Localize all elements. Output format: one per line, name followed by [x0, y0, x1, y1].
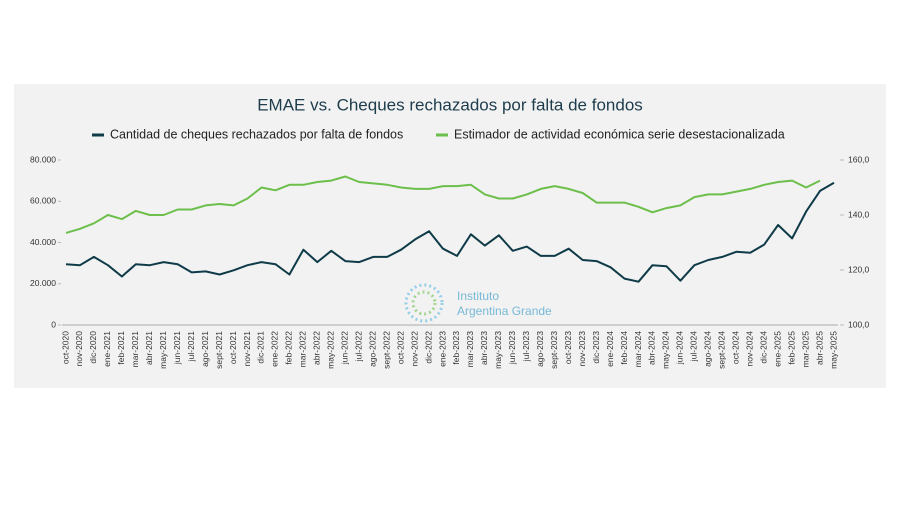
x-tick-label: oct-2020 [60, 331, 70, 364]
x-tick-label: sept-2024 [717, 331, 727, 369]
x-tick-label: jun-2024 [675, 331, 685, 365]
x-tick-label: abr-2025 [814, 331, 824, 365]
x-tick-label: ene-2021 [102, 331, 112, 367]
x-tick-label: may-2021 [158, 331, 168, 369]
series-line [65, 175, 821, 234]
watermark-icon [411, 290, 437, 316]
watermark-text: Argentina Grande [457, 304, 552, 318]
x-tick-label: ago-2021 [200, 331, 210, 367]
x-tick-label: ago-2022 [367, 331, 377, 367]
x-tick-label: dic-2023 [591, 331, 601, 364]
y2-tick-label: 120,0 [848, 264, 870, 274]
y2-tick-label: 100,0 [848, 319, 870, 329]
x-tick-label: feb-2021 [116, 331, 126, 365]
y-tick-label: 0 [51, 319, 56, 329]
x-tick-label: oct-2024 [731, 331, 741, 364]
x-tick-label: sept-2021 [214, 331, 224, 369]
watermark-text: Instituto [457, 289, 499, 303]
y-tick-label: 80.000 [30, 154, 56, 164]
x-tick-label: mar-2022 [298, 331, 308, 368]
y2-tick-label: 160,0 [848, 154, 870, 164]
x-tick-label: nov-2022 [409, 331, 419, 367]
x-tick-label: abr-2021 [144, 331, 154, 365]
x-tick-label: oct-2023 [563, 331, 573, 364]
x-tick-label: feb-2023 [451, 331, 461, 365]
x-tick-label: jul-2021 [186, 331, 196, 363]
x-tick-label: dic-2022 [423, 331, 433, 364]
chart-title: EMAE vs. Cheques rechazados por falta de… [257, 95, 643, 114]
x-tick-label: sept-2022 [381, 331, 391, 369]
x-tick-label: feb-2024 [619, 331, 629, 365]
x-tick-label: ago-2023 [535, 331, 545, 367]
x-tick-label: oct-2021 [228, 331, 238, 364]
x-tick-label: may-2023 [493, 331, 503, 369]
y-tick-label: 20.000 [30, 278, 56, 288]
x-tick-label: mar-2023 [465, 331, 475, 368]
x-tick-label: feb-2025 [786, 331, 796, 365]
x-tick-label: sept-2023 [549, 331, 559, 369]
watermark-icon [404, 283, 444, 323]
x-tick-label: nov-2023 [577, 331, 587, 367]
y2-tick-label: 140,0 [848, 209, 870, 219]
x-tick-label: mar-2021 [130, 331, 140, 368]
x-tick-label: oct-2022 [395, 331, 405, 364]
x-tick-label: dic-2024 [758, 331, 768, 364]
x-tick-label: jun-2021 [172, 331, 182, 365]
x-tick-label: ene-2023 [437, 331, 447, 367]
x-tick-label: jul-2024 [689, 331, 699, 363]
x-tick-label: ene-2022 [270, 331, 280, 367]
x-tick-label: dic-2020 [88, 331, 98, 364]
x-tick-label: jun-2023 [507, 331, 517, 365]
watermark: Instituto Argentina Grande [404, 283, 552, 323]
x-tick-label: nov-2021 [242, 331, 252, 367]
y-tick-label: 40.000 [30, 237, 56, 247]
x-tick-label: ene-2024 [605, 331, 615, 367]
x-tick-label: nov-2024 [744, 331, 754, 367]
x-tick-label: may-2024 [661, 331, 671, 369]
x-tick-label: dic-2021 [256, 331, 266, 364]
y-tick-label: 60.000 [30, 196, 56, 206]
x-tick-label: jul-2022 [353, 331, 363, 363]
x-tick-label: may-2022 [326, 331, 336, 369]
x-tick-label: jun-2022 [340, 331, 350, 365]
x-tick-label: jul-2023 [521, 331, 531, 363]
series-line [65, 181, 835, 283]
legend-label: Cantidad de cheques rechazados por falta… [110, 127, 403, 141]
x-tick-label: may-2025 [828, 331, 838, 369]
x-tick-label: abr-2024 [647, 331, 657, 365]
panel [14, 84, 886, 388]
legend-label: Estimador de actividad económica serie d… [454, 127, 785, 141]
x-tick-label: ago-2024 [703, 331, 713, 367]
x-tick-label: feb-2022 [284, 331, 294, 365]
x-tick-label: mar-2025 [800, 331, 810, 368]
x-tick-label: ene-2025 [772, 331, 782, 367]
x-tick-label: abr-2023 [479, 331, 489, 365]
x-tick-label: abr-2022 [312, 331, 322, 365]
x-tick-label: mar-2024 [633, 331, 643, 368]
x-tick-label: nov-2020 [74, 331, 84, 367]
